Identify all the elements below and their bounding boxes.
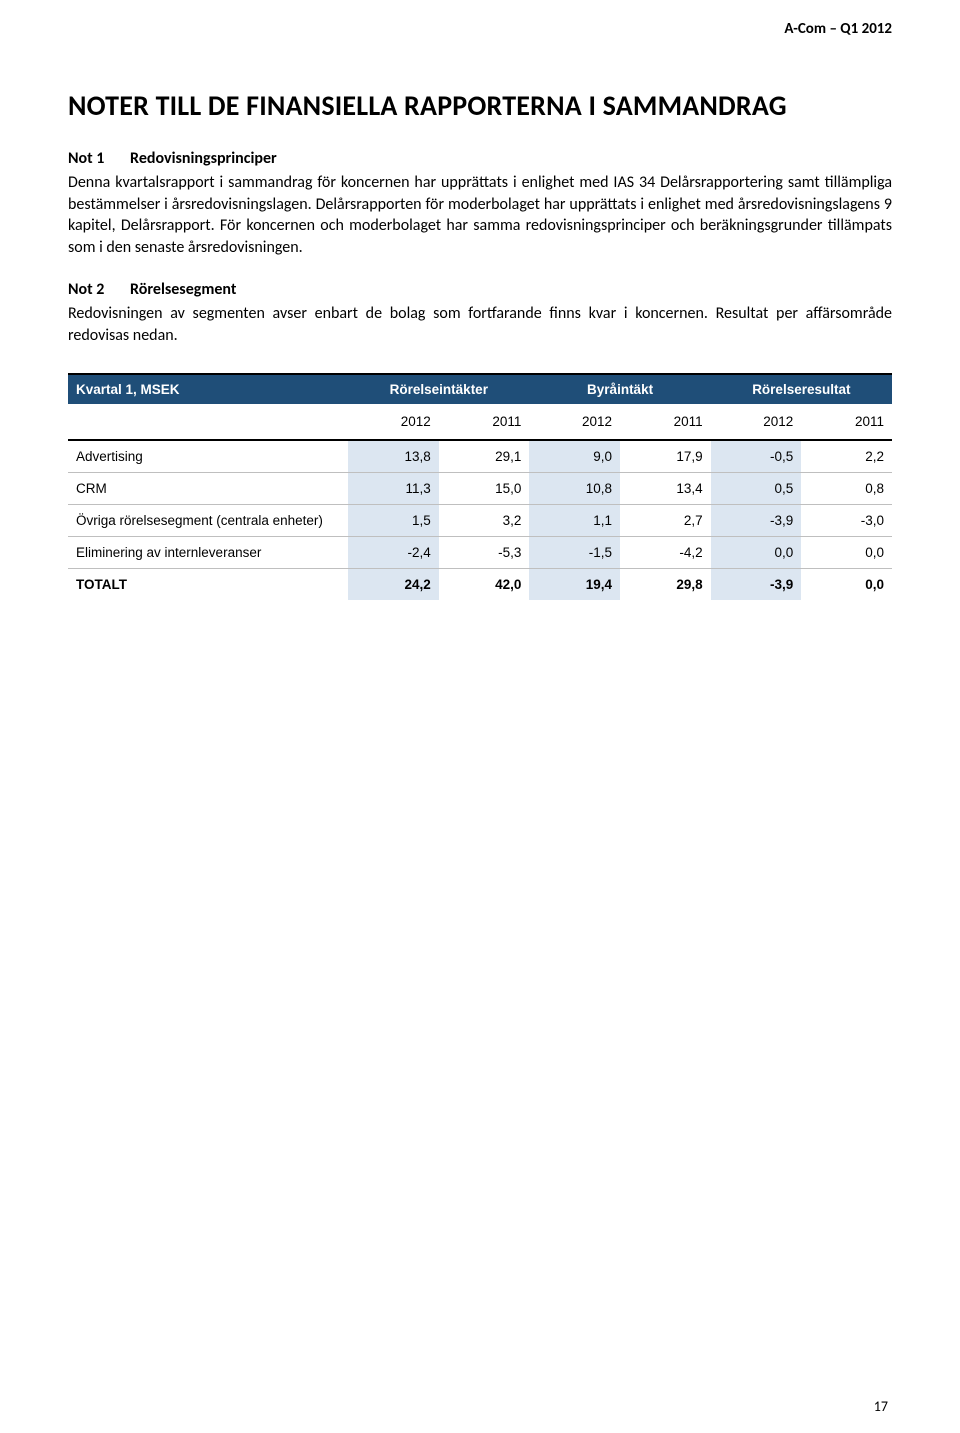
- note-2-block: Not 2 Rörelsesegment Redovisningen av se…: [68, 280, 892, 346]
- cell: -4,2: [620, 536, 711, 568]
- cell: 2,2: [801, 440, 892, 473]
- table-row: CRM 11,3 15,0 10,8 13,4 0,5 0,8: [68, 472, 892, 504]
- page-header-right: A-Com – Q1 2012: [68, 20, 892, 38]
- year-header: 2012: [711, 404, 802, 440]
- table-row: Eliminering av internleveranser -2,4 -5,…: [68, 536, 892, 568]
- cell: -3,9: [711, 504, 802, 536]
- cell: 0,0: [801, 568, 892, 600]
- note-2-title: Rörelsesegment: [130, 280, 236, 299]
- year-header-blank: [68, 404, 348, 440]
- cell: 11,3: [348, 472, 439, 504]
- cell: 9,0: [529, 440, 620, 473]
- row-label: CRM: [68, 472, 348, 504]
- page-number: 17: [874, 1398, 888, 1415]
- note-2-label: Not 2: [68, 280, 104, 299]
- cell: 1,1: [529, 504, 620, 536]
- segment-table-wrap: Kvartal 1, MSEK Rörelseintäkter Byråintä…: [68, 373, 892, 600]
- cell: -0,5: [711, 440, 802, 473]
- table-row: Advertising 13,8 29,1 9,0 17,9 -0,5 2,2: [68, 440, 892, 473]
- row-label: Advertising: [68, 440, 348, 473]
- page-title: NOTER TILL DE FINANSIELLA RAPPORTERNA I …: [68, 88, 892, 123]
- cell: 2,7: [620, 504, 711, 536]
- cell: -5,3: [439, 536, 530, 568]
- note-1-block: Not 1 Redovisningsprinciper Denna kvarta…: [68, 149, 892, 258]
- table-header-years: 2012 2011 2012 2011 2012 2011: [68, 404, 892, 440]
- table-caption: Kvartal 1, MSEK: [68, 374, 348, 404]
- cell: 3,2: [439, 504, 530, 536]
- group-header-1: Rörelseintäkter: [348, 374, 529, 404]
- cell: 0,8: [801, 472, 892, 504]
- segment-table: Kvartal 1, MSEK Rörelseintäkter Byråintä…: [68, 373, 892, 600]
- cell: 42,0: [439, 568, 530, 600]
- group-header-2: Byråintäkt: [529, 374, 710, 404]
- cell: -3,0: [801, 504, 892, 536]
- cell: 10,8: [529, 472, 620, 504]
- cell: -3,9: [711, 568, 802, 600]
- note-1-body: Denna kvartalsrapport i sammandrag för k…: [68, 172, 892, 258]
- row-label: TOTALT: [68, 568, 348, 600]
- cell: 0,5: [711, 472, 802, 504]
- cell: 24,2: [348, 568, 439, 600]
- note-1-title: Redovisningsprinciper: [130, 149, 277, 168]
- cell: 15,0: [439, 472, 530, 504]
- page: A-Com – Q1 2012 NOTER TILL DE FINANSIELL…: [0, 0, 960, 1433]
- cell: 13,8: [348, 440, 439, 473]
- cell: 29,1: [439, 440, 530, 473]
- year-header: 2011: [801, 404, 892, 440]
- cell: -2,4: [348, 536, 439, 568]
- cell: 19,4: [529, 568, 620, 600]
- cell: -1,5: [529, 536, 620, 568]
- note-2-body: Redovisningen av segmenten avser enbart …: [68, 303, 892, 346]
- cell: 29,8: [620, 568, 711, 600]
- table-row-total: TOTALT 24,2 42,0 19,4 29,8 -3,9 0,0: [68, 568, 892, 600]
- cell: 17,9: [620, 440, 711, 473]
- note-1-label: Not 1: [68, 149, 104, 168]
- year-header: 2011: [620, 404, 711, 440]
- row-label: Eliminering av internleveranser: [68, 536, 348, 568]
- year-header: 2011: [439, 404, 530, 440]
- group-header-3: Rörelseresultat: [711, 374, 892, 404]
- table-header-groups: Kvartal 1, MSEK Rörelseintäkter Byråintä…: [68, 374, 892, 404]
- cell: 0,0: [711, 536, 802, 568]
- table-row: Övriga rörelsesegment (centrala enheter)…: [68, 504, 892, 536]
- year-header: 2012: [529, 404, 620, 440]
- year-header: 2012: [348, 404, 439, 440]
- cell: 13,4: [620, 472, 711, 504]
- cell: 0,0: [801, 536, 892, 568]
- cell: 1,5: [348, 504, 439, 536]
- row-label: Övriga rörelsesegment (centrala enheter): [68, 504, 348, 536]
